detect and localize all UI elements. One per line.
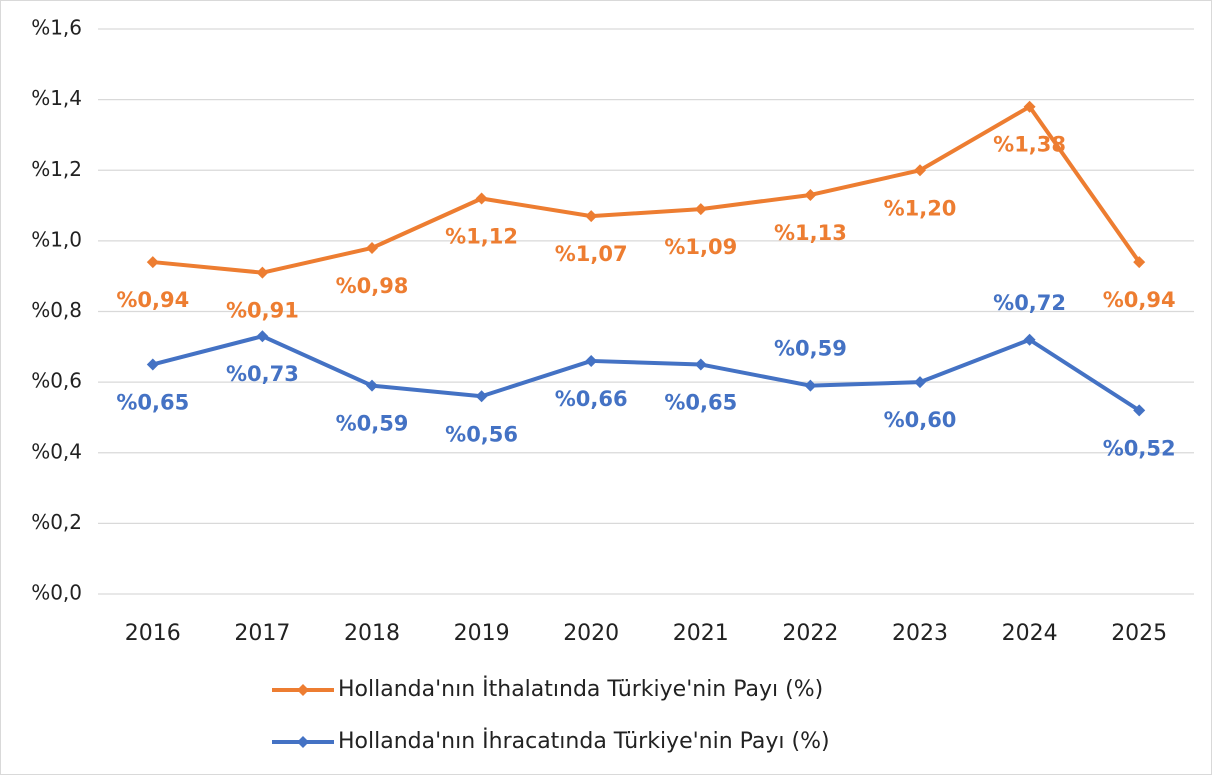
x-tick-label: 2016: [125, 621, 181, 646]
data-label: %0,65: [116, 390, 189, 414]
y-tick-label: %1,2: [31, 157, 82, 181]
x-tick-label: 2024: [1002, 621, 1058, 646]
data-label: %1,20: [884, 196, 957, 220]
point: [475, 390, 488, 403]
x-tick-label: 2020: [563, 621, 619, 646]
point: [256, 330, 269, 343]
data-label: %0,59: [774, 337, 847, 361]
data-label: %1,12: [445, 225, 518, 249]
data-label: %1,13: [774, 221, 847, 245]
x-tick-label: 2025: [1111, 621, 1167, 646]
data-label: %1,07: [555, 242, 628, 266]
point: [804, 379, 817, 392]
point: [1133, 404, 1146, 417]
x-tick-label: 2022: [782, 621, 838, 646]
series-line: [152, 104, 1141, 275]
data-label: %0,98: [336, 274, 409, 298]
data-label: %0,59: [336, 412, 409, 436]
data-label: %1,09: [664, 235, 737, 259]
x-tick-label: 2017: [234, 621, 290, 646]
point: [585, 354, 598, 367]
data-label: %0,72: [993, 291, 1066, 315]
point: [366, 241, 378, 254]
point: [694, 203, 707, 216]
data-label: %0,94: [1103, 288, 1176, 312]
x-tick-label: 2023: [892, 621, 948, 646]
data-label: %0,60: [884, 408, 957, 432]
point: [1133, 256, 1146, 269]
y-tick-label: %1,0: [31, 227, 82, 251]
x-tick-label: 2021: [673, 621, 729, 646]
legend-marker: [297, 684, 309, 696]
point: [146, 358, 159, 371]
y-tick-label: %0,2: [31, 510, 82, 534]
y-tick-label: %0,8: [31, 298, 82, 322]
legend-label: Hollanda'nın İthalatında Türkiye'nin Pay…: [338, 676, 823, 702]
point: [1023, 100, 1036, 113]
point: [366, 379, 378, 392]
point: [146, 256, 159, 269]
data-label: %0,56: [445, 422, 518, 446]
point: [804, 188, 817, 201]
data-label: %1,38: [993, 133, 1066, 157]
point: [1023, 333, 1036, 346]
data-label: %0,65: [664, 390, 737, 414]
y-tick-label: %1,4: [31, 86, 82, 110]
legend-label: Hollanda'nın İhracatında Türkiye'nin Pay…: [338, 728, 830, 754]
x-tick-label: 2019: [454, 621, 510, 646]
data-label: %0,73: [226, 362, 299, 386]
y-tick-label: %0,6: [31, 369, 82, 393]
point: [256, 266, 269, 279]
data-label: %0,91: [226, 299, 299, 323]
point: [914, 376, 926, 389]
data-label: %0,52: [1103, 436, 1176, 460]
point: [475, 192, 488, 205]
y-tick-label: %0,4: [31, 439, 82, 463]
series-line: [152, 334, 1141, 413]
point: [585, 210, 598, 223]
point: [694, 358, 707, 371]
y-tick-label: %1,6: [31, 16, 82, 40]
point: [914, 164, 926, 177]
legend-marker: [297, 736, 309, 748]
data-label: %0,94: [116, 288, 189, 312]
data-label: %0,66: [555, 387, 628, 411]
x-tick-label: 2018: [344, 621, 400, 646]
y-tick-label: %0,0: [31, 581, 82, 605]
